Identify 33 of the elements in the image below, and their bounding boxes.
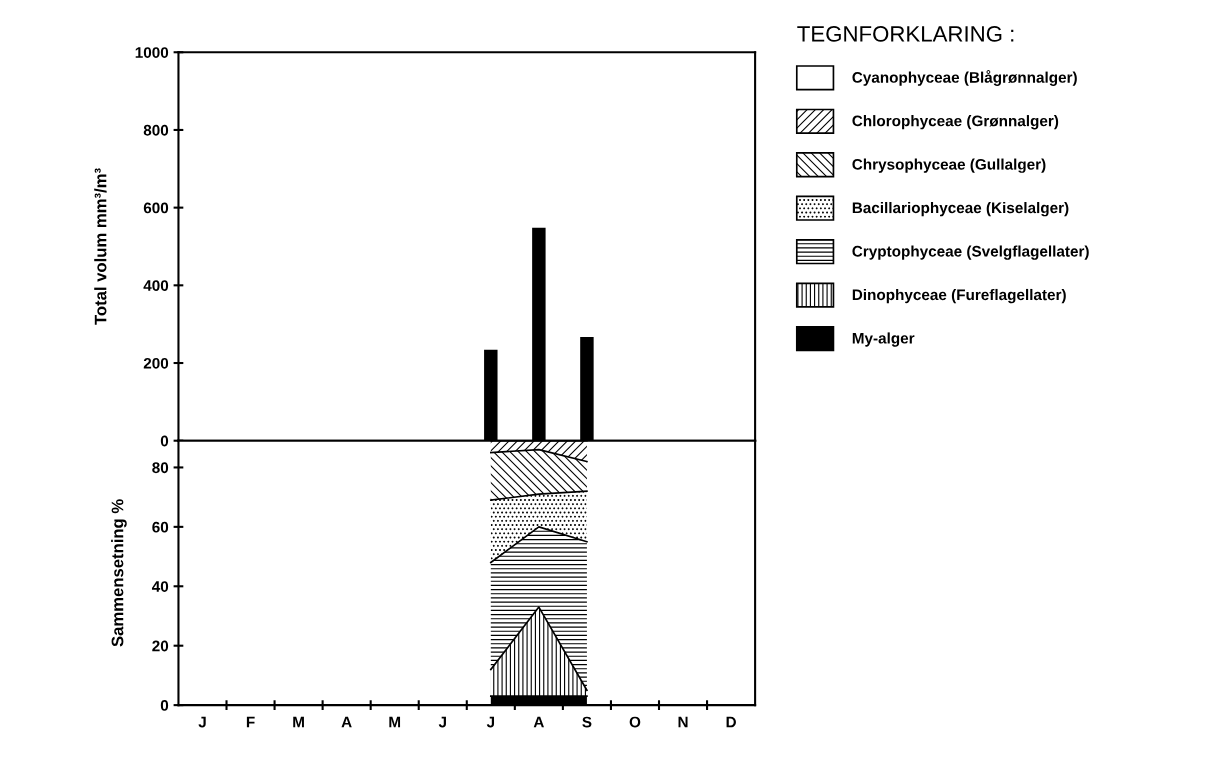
x-tick-label: N	[678, 716, 688, 728]
y-tick-label: 400	[143, 280, 169, 292]
y-tick-label: 600	[143, 202, 169, 214]
y-tick-label: 20	[152, 640, 169, 652]
x-tick-label: J	[438, 716, 446, 728]
legend-label: Chrysophyceae (Gullalger)	[852, 158, 1046, 173]
legend-label: Chlorophyceae (Grønnalger)	[852, 115, 1059, 130]
legend-label: Cyanophyceae (Blågrønnalger)	[852, 70, 1077, 86]
y-tick-label: 60	[152, 521, 169, 533]
y-tick-label: 0	[160, 435, 169, 447]
x-tick-label: O	[629, 716, 641, 728]
legend-label: Bacillariophyceae (Kiselalger)	[852, 202, 1069, 217]
y-axis-title: Total volum mm³/m³	[94, 168, 107, 325]
x-tick-label: J	[198, 716, 206, 728]
x-tick-label: J	[486, 716, 495, 728]
y-tick-label: 0	[160, 699, 169, 711]
y-tick-label: 80	[152, 462, 169, 474]
x-tick-label: D	[726, 716, 736, 728]
legend-label: Cryptophyceae (Svelgflagellater)	[852, 245, 1089, 260]
x-tick-label: A	[341, 716, 352, 728]
x-tick-label: S	[582, 716, 592, 728]
y-axis-title: Sammensetning %	[111, 499, 127, 647]
y-tick-label: 200	[143, 357, 169, 369]
y-tick-label: 40	[151, 581, 169, 592]
legend-label: My-alger	[852, 332, 915, 347]
x-tick-label: M	[293, 716, 304, 728]
legend-label: Dinophyceae (Fureflagellater)	[852, 288, 1066, 304]
x-tick-label: M	[389, 716, 401, 728]
y-tick-label: 1000	[135, 47, 169, 58]
y-tick-label: 800	[143, 124, 169, 136]
x-tick-label: F	[246, 716, 255, 728]
x-tick-label: A	[533, 716, 544, 728]
legend-title: TEGNFORKLARING :	[797, 26, 1014, 42]
